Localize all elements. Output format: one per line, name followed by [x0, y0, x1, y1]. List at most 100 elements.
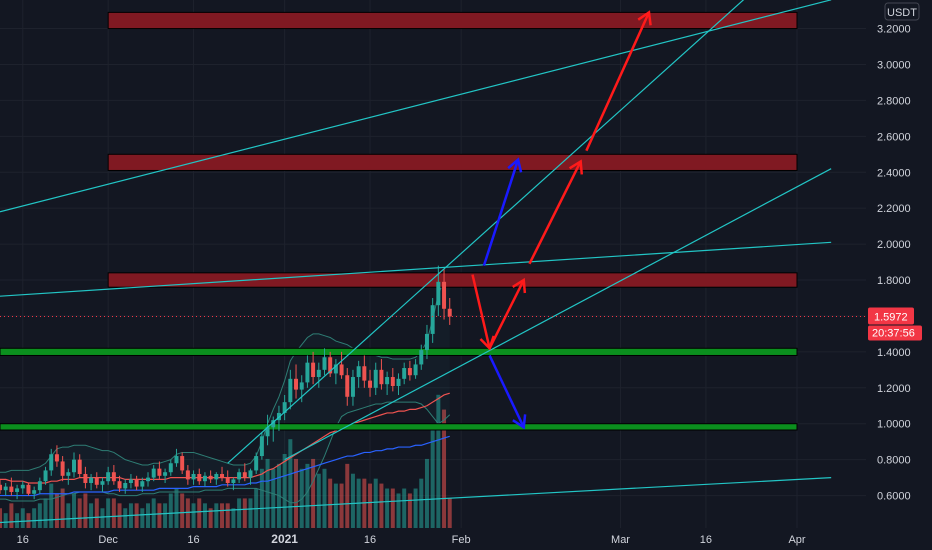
price-tick-label: 1.4000 — [877, 347, 911, 359]
volume-bar — [407, 493, 412, 528]
candle — [20, 481, 25, 494]
volume-bar — [379, 483, 384, 528]
volume-bar — [3, 513, 8, 528]
candle — [254, 452, 259, 475]
candle-body — [322, 357, 327, 370]
candle-body — [151, 468, 156, 478]
candle-body — [430, 305, 435, 334]
candle-body — [350, 377, 355, 397]
time-tick-label: 2021 — [271, 532, 298, 546]
candle — [26, 482, 31, 496]
candle-body — [242, 472, 247, 478]
candle-body — [373, 369, 378, 388]
candle — [413, 359, 418, 379]
price-tick-label: 2.2000 — [877, 203, 911, 215]
candle — [356, 360, 361, 388]
volume-bar — [231, 508, 236, 528]
candle-body — [413, 364, 418, 376]
projection-arrow — [488, 354, 527, 430]
candle — [157, 461, 162, 480]
candle-body — [111, 472, 116, 482]
price-tick-label: 3.0000 — [877, 59, 911, 71]
volume-bar — [390, 488, 395, 528]
candle-body — [157, 468, 162, 476]
volume-bar — [402, 488, 407, 528]
candle — [265, 414, 270, 446]
projection-arrow — [488, 277, 527, 349]
price-axis[interactable]: 3.2000 3.0000 2.8000 2.6000 2.4000 2.2000 2.00… — [866, 0, 932, 528]
candle-body — [174, 456, 179, 464]
candle-body — [424, 333, 429, 351]
volume-bar — [89, 503, 94, 528]
candle-body — [60, 461, 65, 476]
candle-body — [202, 475, 207, 482]
candle — [220, 466, 225, 482]
time-tick-label: Feb — [452, 534, 471, 546]
volume-bar — [66, 503, 71, 528]
candle-body — [214, 474, 219, 480]
candle-body — [0, 484, 2, 491]
volume-bar — [197, 498, 202, 528]
arrow-shaft — [488, 354, 525, 428]
candle-body — [419, 350, 424, 365]
candle-body — [328, 357, 333, 374]
candle-body — [100, 481, 105, 485]
candle — [168, 459, 173, 476]
candle — [339, 351, 344, 379]
price-tick-label: 1.2000 — [877, 383, 911, 395]
candle — [214, 472, 219, 485]
volume-bar — [350, 473, 355, 528]
volume-bar — [15, 513, 20, 528]
volume-bar — [151, 498, 156, 528]
projection-arrow — [528, 159, 584, 265]
volume-bar — [72, 493, 76, 528]
volume-bar — [60, 488, 65, 528]
arrow-head — [568, 159, 584, 175]
volume-bar — [288, 439, 293, 528]
volume-bar — [94, 498, 99, 528]
price-tick-label: 0.8000 — [877, 455, 911, 467]
candle-body — [180, 456, 185, 471]
candle — [362, 355, 367, 388]
projection-arrows — [471, 10, 652, 430]
candle — [271, 416, 276, 442]
candle-body — [282, 402, 287, 413]
volume-bar — [180, 493, 185, 528]
volume-bar — [220, 503, 225, 528]
volume-bar — [373, 478, 378, 528]
price-tick-label: 2.8000 — [877, 95, 911, 107]
candle — [208, 470, 213, 483]
volume-bar — [106, 498, 111, 528]
candle — [37, 477, 42, 494]
time-tick-label: Apr — [788, 534, 805, 546]
trendline — [227, 0, 745, 464]
bollinger-lower-line — [0, 401, 451, 504]
currency-badge[interactable]: USDT — [884, 2, 920, 21]
volume-bar — [100, 508, 105, 528]
volume-bar — [333, 483, 338, 528]
candle-body — [237, 472, 242, 480]
candle — [100, 477, 105, 492]
candle — [282, 394, 287, 421]
time-axis-background — [0, 528, 932, 550]
price-tick-label: 1.0000 — [877, 419, 911, 431]
candle — [111, 465, 116, 485]
candle — [350, 369, 355, 406]
candle — [442, 269, 447, 320]
candle-body — [197, 474, 202, 482]
candle-body — [128, 479, 133, 483]
candle-body — [106, 472, 111, 482]
price-tick-label: 3.2000 — [877, 24, 911, 36]
candle — [299, 375, 304, 403]
candle — [43, 466, 48, 485]
volume-bar — [163, 503, 168, 528]
price-tick-label: 2.0000 — [877, 239, 911, 251]
candle — [83, 466, 88, 489]
time-axis[interactable]: 16 Dec 16 2021 16 Feb Mar 16 Apr — [0, 528, 932, 550]
candle-body — [134, 479, 139, 487]
candle — [225, 470, 230, 487]
volume-bar — [32, 508, 37, 528]
volume-histogram — [0, 394, 452, 528]
